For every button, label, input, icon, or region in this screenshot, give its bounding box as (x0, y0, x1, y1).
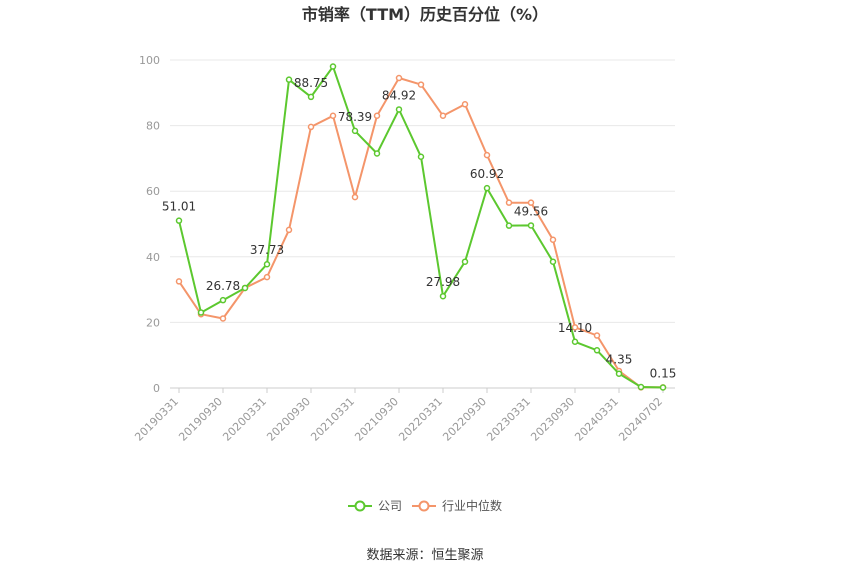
data-point[interactable] (461, 258, 469, 265)
y-axis: 0 20 40 60 80 100 (139, 54, 160, 395)
data-labels: 51.01 26.78 37.73 88.75 78.39 84.92 27.98 60.92… (162, 76, 677, 381)
data-point[interactable] (527, 199, 535, 206)
data-point[interactable] (329, 63, 337, 70)
y-tick-label: 20 (146, 316, 160, 329)
y-tick-label: 100 (139, 54, 160, 67)
data-point[interactable] (285, 226, 293, 234)
data-point[interactable] (417, 81, 425, 88)
data-label: 51.01 (162, 200, 196, 214)
data-label: 37.73 (250, 243, 284, 257)
data-point[interactable] (175, 217, 183, 224)
data-label: 60.92 (470, 167, 504, 181)
data-point[interactable] (439, 292, 447, 300)
data-point[interactable] (307, 123, 315, 131)
y-tick-label: 40 (146, 251, 160, 264)
legend[interactable]: 公司 行业中位数 (348, 498, 502, 513)
data-point[interactable] (659, 384, 667, 391)
data-point[interactable] (637, 383, 645, 391)
data-point[interactable] (307, 93, 315, 101)
data-point[interactable] (175, 278, 183, 285)
data-label: 4.35 (606, 353, 633, 367)
data-point[interactable] (549, 258, 557, 265)
x-tick-label: 20200331 (220, 395, 269, 444)
data-point[interactable] (571, 338, 579, 346)
data-label: 78.39 (338, 110, 372, 124)
chart-title: 市销率（TTM）历史百分位（%） (302, 5, 548, 24)
data-label: 14.10 (558, 321, 592, 335)
data-point[interactable] (571, 324, 579, 331)
data-label: 49.56 (514, 204, 548, 218)
grid (170, 59, 675, 389)
x-tick-label: 20210331 (308, 395, 357, 444)
legend-swatch-marker (418, 500, 430, 512)
data-label: 88.75 (294, 76, 328, 90)
x-tick-label: 20230930 (528, 395, 577, 444)
x-tick-label: 20210930 (352, 395, 401, 444)
data-point[interactable] (593, 347, 601, 354)
data-label: 26.78 (206, 279, 240, 293)
series-line-0 (178, 65, 664, 389)
x-tick-label: 20190331 (132, 395, 181, 444)
data-point[interactable] (241, 284, 249, 292)
data-point[interactable] (263, 273, 271, 281)
data-point[interactable] (395, 106, 403, 113)
data-point[interactable] (593, 332, 601, 339)
data-label: 27.98 (426, 275, 460, 289)
x-tick-label: 20230331 (484, 395, 533, 444)
data-point[interactable] (505, 222, 513, 229)
data-point[interactable] (219, 315, 227, 322)
x-tick-label: 20220930 (440, 395, 489, 444)
y-tick-label: 60 (146, 185, 160, 198)
data-point[interactable] (263, 260, 271, 268)
x-tick-label: 20240702 (616, 395, 665, 444)
data-point[interactable] (351, 193, 359, 201)
data-point[interactable] (483, 151, 491, 159)
data-point[interactable] (351, 127, 359, 135)
x-tick-label: 20220331 (396, 395, 445, 444)
series-line-1 (178, 77, 663, 389)
data-point[interactable] (505, 199, 513, 206)
y-tick-label: 80 (146, 120, 160, 133)
data-label: 84.92 (382, 88, 416, 102)
x-axis: 2019033120190930202003312020093020210331… (132, 388, 665, 444)
data-point[interactable] (483, 184, 491, 192)
x-tick-label: 20240331 (572, 395, 621, 444)
legend-item-label[interactable]: 公司 (378, 499, 402, 513)
legend-swatch-marker (354, 500, 366, 512)
data-point[interactable] (329, 112, 337, 120)
data-point[interactable] (615, 370, 623, 377)
data-point[interactable] (527, 222, 535, 229)
data-point[interactable] (219, 296, 227, 304)
data-point[interactable] (197, 309, 205, 316)
source-note: 数据来源：恒生聚源 (366, 548, 483, 563)
y-tick-label: 0 (153, 382, 160, 395)
data-point[interactable] (395, 74, 403, 82)
data-point[interactable] (373, 150, 381, 157)
data-point[interactable] (373, 112, 381, 120)
data-point[interactable] (417, 153, 425, 161)
x-tick-label: 20190930 (176, 395, 225, 444)
data-point[interactable] (439, 112, 447, 120)
data-point[interactable] (549, 236, 557, 243)
x-tick-label: 20200930 (264, 395, 313, 444)
data-label: 0.15 (650, 367, 677, 381)
series-layer (175, 63, 667, 391)
data-point[interactable] (285, 76, 293, 83)
data-point[interactable] (461, 101, 469, 108)
legend-item-label[interactable]: 行业中位数 (442, 498, 502, 513)
